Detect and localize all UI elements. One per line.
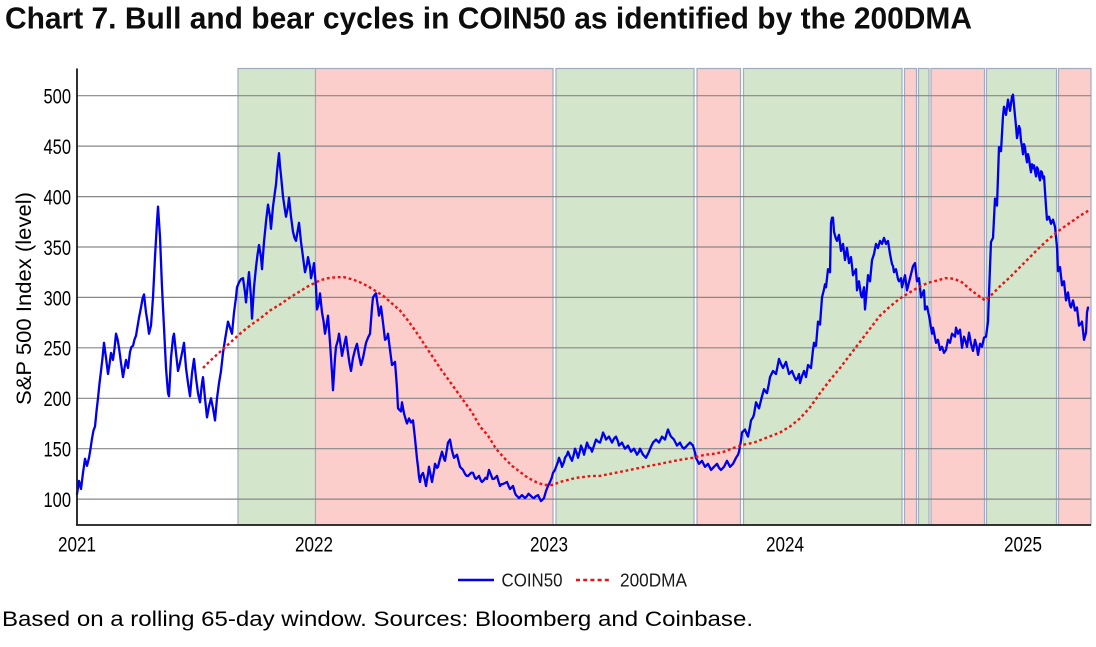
svg-text:250: 250 bbox=[44, 337, 72, 361]
svg-text:2025: 2025 bbox=[1004, 533, 1042, 557]
svg-text:COIN50: COIN50 bbox=[502, 570, 563, 591]
svg-text:200DMA: 200DMA bbox=[620, 570, 688, 591]
svg-text:300: 300 bbox=[44, 286, 72, 310]
svg-text:450: 450 bbox=[44, 135, 72, 159]
svg-text:Chart 7. Bull and bear cycles: Chart 7. Bull and bear cycles in COIN50 … bbox=[5, 1, 972, 35]
svg-text:2022: 2022 bbox=[295, 533, 333, 557]
svg-text:500: 500 bbox=[44, 85, 72, 109]
svg-text:100: 100 bbox=[44, 488, 72, 512]
svg-text:350: 350 bbox=[44, 236, 72, 260]
svg-text:2024: 2024 bbox=[766, 533, 804, 557]
svg-text:2021: 2021 bbox=[58, 533, 96, 557]
svg-text:200: 200 bbox=[44, 387, 72, 411]
svg-text:400: 400 bbox=[44, 186, 72, 210]
svg-text:150: 150 bbox=[44, 438, 72, 462]
svg-text:Based on a rolling 65-day wind: Based on a rolling 65-day window. Source… bbox=[2, 607, 753, 631]
svg-text:S&P 500 Index (level): S&P 500 Index (level) bbox=[12, 192, 36, 405]
svg-text:2023: 2023 bbox=[530, 533, 568, 557]
